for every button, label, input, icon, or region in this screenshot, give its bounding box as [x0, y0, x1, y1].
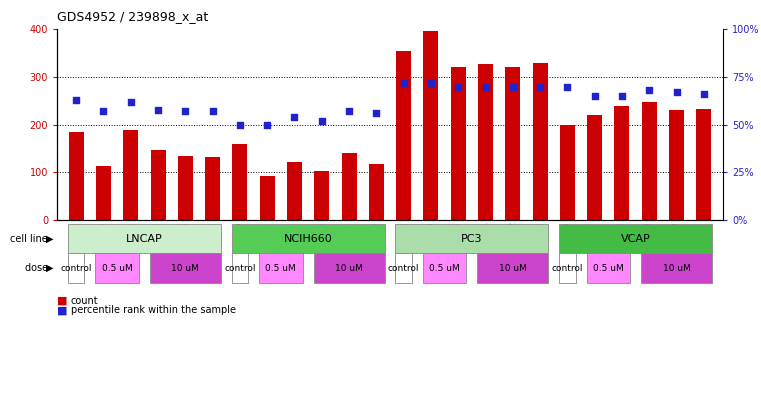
Text: 10 uM: 10 uM — [663, 264, 690, 273]
Point — [343, 108, 355, 115]
Text: 0.5 uM: 0.5 uM — [102, 264, 132, 273]
Text: 0.5 uM: 0.5 uM — [266, 264, 296, 273]
Bar — [451, 67, 466, 220]
Point — [234, 121, 246, 128]
Point — [261, 121, 273, 128]
Text: control: control — [224, 264, 256, 273]
Text: dose: dose — [25, 263, 51, 273]
Bar — [533, 63, 548, 220]
Point — [288, 114, 301, 120]
Text: ■: ■ — [57, 296, 68, 306]
Point — [152, 107, 164, 113]
Point — [616, 93, 628, 99]
Bar — [205, 157, 220, 220]
Bar — [560, 125, 575, 220]
Text: LNCAP: LNCAP — [126, 234, 163, 244]
Bar — [123, 130, 139, 220]
Bar — [423, 31, 438, 220]
Point — [643, 87, 655, 94]
Text: ■: ■ — [57, 305, 68, 316]
Bar — [287, 162, 302, 220]
Point — [97, 108, 110, 115]
Text: 0.5 uM: 0.5 uM — [593, 264, 624, 273]
Point — [698, 91, 710, 97]
Text: 10 uM: 10 uM — [335, 264, 363, 273]
Bar — [505, 67, 521, 220]
Point — [562, 83, 574, 90]
Bar — [314, 171, 330, 220]
Point — [371, 110, 383, 116]
Bar — [669, 110, 684, 220]
Point — [670, 89, 683, 95]
Text: control: control — [552, 264, 583, 273]
Bar — [369, 164, 384, 220]
Bar — [96, 166, 111, 220]
Text: count: count — [71, 296, 98, 306]
Text: 10 uM: 10 uM — [499, 264, 527, 273]
Point — [588, 93, 600, 99]
Point — [479, 83, 492, 90]
Text: VCAP: VCAP — [621, 234, 651, 244]
Text: 10 uM: 10 uM — [171, 264, 199, 273]
Point — [534, 83, 546, 90]
Bar — [587, 115, 602, 220]
Bar — [151, 150, 166, 220]
Bar — [478, 64, 493, 220]
Point — [425, 80, 437, 86]
Point — [397, 80, 409, 86]
Point — [180, 108, 192, 115]
Bar — [342, 153, 357, 220]
Bar — [696, 109, 712, 220]
Text: ▶: ▶ — [46, 263, 53, 273]
Text: percentile rank within the sample: percentile rank within the sample — [71, 305, 236, 316]
Text: 0.5 uM: 0.5 uM — [429, 264, 460, 273]
Bar — [614, 106, 629, 220]
Text: NCIH660: NCIH660 — [284, 234, 333, 244]
Bar — [642, 102, 657, 220]
Bar — [68, 132, 84, 220]
Point — [125, 99, 137, 105]
Point — [316, 118, 328, 124]
Point — [206, 108, 218, 115]
Bar — [232, 144, 247, 220]
Point — [507, 83, 519, 90]
Point — [70, 97, 82, 103]
Point — [452, 83, 464, 90]
Text: GDS4952 / 239898_x_at: GDS4952 / 239898_x_at — [57, 10, 209, 23]
Bar — [396, 51, 411, 220]
Text: cell line: cell line — [10, 234, 51, 244]
Bar — [260, 176, 275, 220]
Text: PC3: PC3 — [461, 234, 482, 244]
Bar — [178, 156, 193, 220]
Text: control: control — [60, 264, 92, 273]
Text: ▶: ▶ — [46, 234, 53, 244]
Text: control: control — [388, 264, 419, 273]
